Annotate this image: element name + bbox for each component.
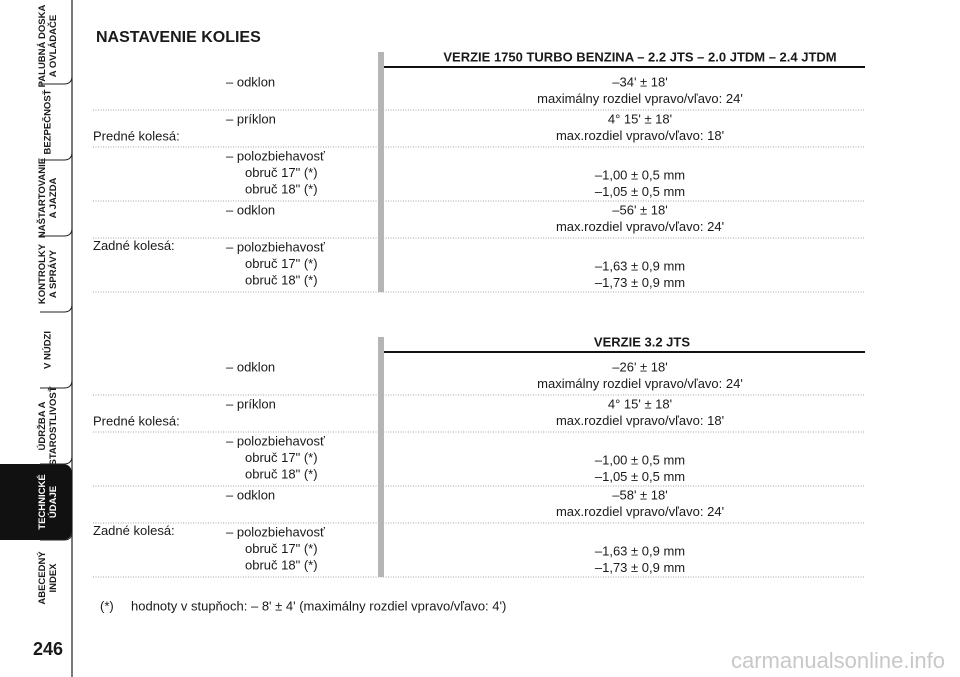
param-label: obruč 17" (*): [245, 165, 318, 180]
tab-separator: [40, 227, 73, 237]
tab-label: PALUBNÁ DOSKA: [37, 5, 48, 88]
param-label: – odklon: [226, 74, 275, 89]
param-label: obruč 18" (*): [245, 181, 318, 196]
active-tab: [0, 464, 72, 540]
param-label: – polozbiehavosť: [226, 148, 325, 163]
value-note: maximálny rozdiel vpravo/vľavo: 24': [537, 376, 743, 391]
section-header: VERZIE 1750 TURBO BENZINA – 2.2 JTS – 2.…: [443, 49, 836, 64]
param-label: – príklon: [226, 111, 276, 126]
value: –1,63 ± 0,9 mm: [595, 543, 685, 558]
tab-label: ÚDRŽBA A: [36, 401, 48, 450]
value: –1,05 ± 0,5 mm: [595, 469, 685, 484]
param-label: – odklon: [226, 202, 275, 217]
tab-label: INDEX: [48, 563, 59, 593]
divider-bar: [378, 337, 384, 577]
param-label: – príklon: [226, 396, 276, 411]
tab-label: A JAZDA: [48, 177, 59, 218]
tab-label: ÚDAJE: [47, 486, 59, 518]
param-label: – odklon: [226, 359, 275, 374]
group-label: Zadné kolesá:: [93, 523, 175, 538]
tab-separator: [40, 303, 73, 313]
value: –26' ± 18': [612, 359, 667, 374]
param-label: obruč 17" (*): [245, 541, 318, 556]
group-label: Predné kolesá:: [93, 413, 180, 428]
page-number: 246: [33, 639, 63, 659]
param-label: obruč 18" (*): [245, 466, 318, 481]
tab-label: BEZPEČNOSŤ: [42, 89, 54, 154]
value: –1,73 ± 0,9 mm: [595, 275, 685, 290]
tab-separator: [40, 151, 73, 161]
section-header: VERZIE 3.2 JTS: [594, 334, 690, 349]
footnote-mark: (*): [100, 598, 114, 613]
footnote-text: hodnoty v stupňoch: – 8' ± 4' (maximálny…: [131, 598, 506, 613]
divider-bar: [378, 52, 384, 292]
value: –1,05 ± 0,5 mm: [595, 184, 685, 199]
param-label: – polozbiehavosť: [226, 239, 325, 254]
value: –1,00 ± 0,5 mm: [595, 452, 685, 467]
tab-label: A OVLÁDAČE: [47, 15, 59, 77]
value-note: max.rozdiel vpravo/vľavo: 18': [556, 413, 724, 428]
param-label: – polozbiehavosť: [226, 524, 325, 539]
param-label: – polozbiehavosť: [226, 433, 325, 448]
value: 4° 15' ± 18': [608, 396, 672, 411]
value: –1,00 ± 0,5 mm: [595, 167, 685, 182]
value: –34' ± 18': [612, 74, 667, 89]
value-note: max.rozdiel vpravo/vľavo: 18': [556, 128, 724, 143]
param-label: obruč 17" (*): [245, 450, 318, 465]
param-label: obruč 18" (*): [245, 557, 318, 572]
value: –1,63 ± 0,9 mm: [595, 258, 685, 273]
value-note: max.rozdiel vpravo/vľavo: 24': [556, 219, 724, 234]
value-note: max.rozdiel vpravo/vľavo: 24': [556, 504, 724, 519]
tab-label: STAROSTLIVOSŤ: [47, 386, 59, 465]
tab-separator: [40, 531, 73, 541]
param-label: obruč 17" (*): [245, 256, 318, 271]
tab-label: TECHNICKÉ: [37, 474, 48, 529]
tab-label: V NÚDZI: [42, 331, 54, 369]
tab-label: ABECEDNÝ: [36, 551, 48, 605]
value: –1,73 ± 0,9 mm: [595, 560, 685, 575]
value: 4° 15' ± 18': [608, 111, 672, 126]
watermark: carmanualsonline.info: [731, 648, 945, 673]
param-label: obruč 18" (*): [245, 272, 318, 287]
group-label: Predné kolesá:: [93, 128, 180, 143]
group-label: Zadné kolesá:: [93, 238, 175, 253]
tab-label: NAŠTARTOVANIE: [36, 158, 48, 238]
tab-separator: [40, 455, 73, 465]
param-label: – odklon: [226, 487, 275, 502]
value: –56' ± 18': [612, 202, 667, 217]
tab-separator: [40, 379, 73, 389]
tab-label: KONTROLKY: [37, 243, 48, 304]
tab-separator: [40, 75, 73, 85]
value: –58' ± 18': [612, 487, 667, 502]
value-note: maximálny rozdiel vpravo/vľavo: 24': [537, 91, 743, 106]
tab-label: A SPRÁVY: [48, 249, 59, 298]
page-title: NASTAVENIE KOLIES: [96, 29, 261, 46]
